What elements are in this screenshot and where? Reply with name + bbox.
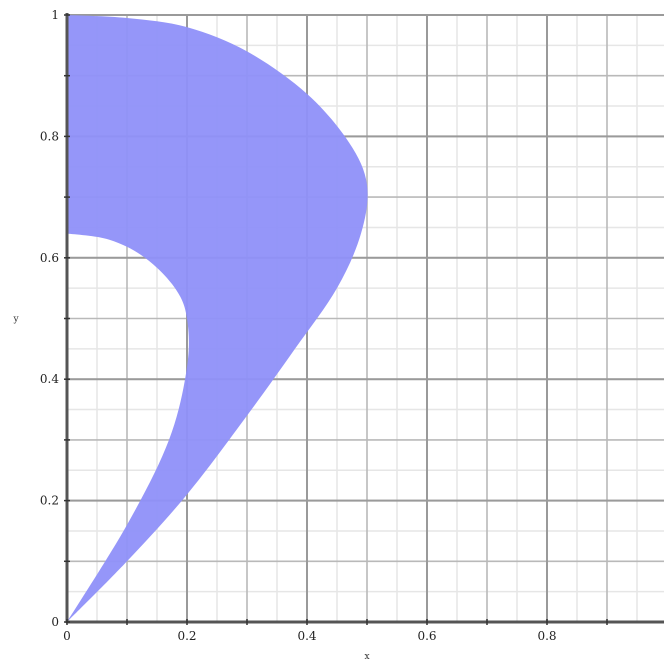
tick-labels: 0 0.2 0.4 0.6 0.8 1 0 0.2 0.4 0.6 0.8 xyxy=(40,8,557,643)
y-tick-label: 0 xyxy=(51,615,59,629)
y-axis-label: y xyxy=(12,315,19,325)
x-tick-label: 0.8 xyxy=(537,629,556,643)
x-tick-label: 0.4 xyxy=(297,629,316,643)
x-tick-label: 0 xyxy=(63,629,71,643)
y-tick-label: 1 xyxy=(51,8,59,22)
x-tick-label: 0.6 xyxy=(417,629,436,643)
y-tick-label: 0.8 xyxy=(40,129,59,143)
y-tick-label: 0.6 xyxy=(40,251,59,265)
x-tick-label: 0.2 xyxy=(177,629,196,643)
x-axis-label: x xyxy=(364,652,369,660)
axes xyxy=(64,13,664,625)
y-tick-label: 0.4 xyxy=(40,372,59,386)
shaded-region xyxy=(67,15,368,622)
y-tick-label: 0.2 xyxy=(40,494,59,508)
